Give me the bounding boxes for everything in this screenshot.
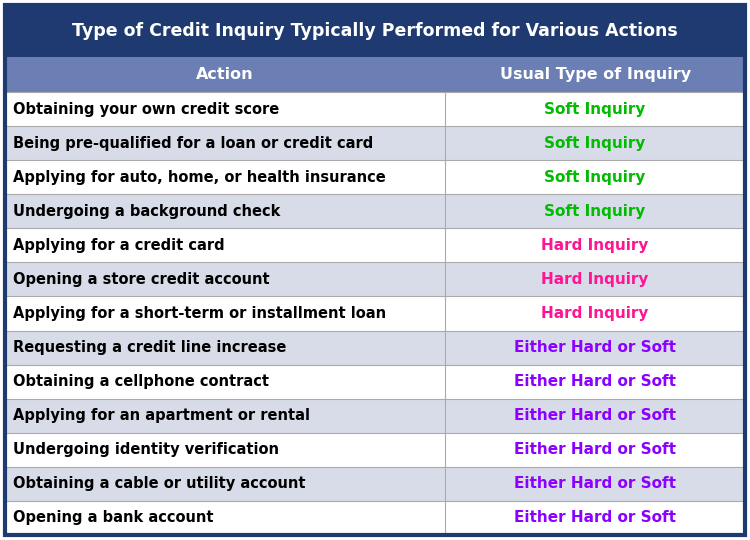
Text: Undergoing identity verification: Undergoing identity verification: [13, 442, 279, 457]
Bar: [5, 501, 745, 535]
Text: Soft Inquiry: Soft Inquiry: [544, 136, 646, 151]
Text: Obtaining your own credit score: Obtaining your own credit score: [13, 102, 279, 117]
Text: Applying for a short-term or installment loan: Applying for a short-term or installment…: [13, 306, 386, 321]
Text: Hard Inquiry: Hard Inquiry: [542, 238, 649, 253]
Text: Obtaining a cellphone contract: Obtaining a cellphone contract: [13, 374, 269, 389]
Text: Applying for a credit card: Applying for a credit card: [13, 238, 225, 253]
Text: Either Hard or Soft: Either Hard or Soft: [514, 408, 676, 423]
Bar: [5, 262, 745, 296]
Bar: [5, 467, 745, 501]
Text: Requesting a credit line increase: Requesting a credit line increase: [13, 340, 286, 355]
Text: Hard Inquiry: Hard Inquiry: [542, 306, 649, 321]
Bar: [5, 433, 745, 467]
Text: Either Hard or Soft: Either Hard or Soft: [514, 340, 676, 355]
Text: Soft Inquiry: Soft Inquiry: [544, 170, 646, 185]
Text: Being pre-qualified for a loan or credit card: Being pre-qualified for a loan or credit…: [13, 136, 374, 151]
Text: Usual Type of Inquiry: Usual Type of Inquiry: [500, 67, 691, 82]
Text: Obtaining a cable or utility account: Obtaining a cable or utility account: [13, 476, 305, 491]
Text: Soft Inquiry: Soft Inquiry: [544, 204, 646, 219]
Text: Opening a bank account: Opening a bank account: [13, 510, 214, 525]
Text: Applying for auto, home, or health insurance: Applying for auto, home, or health insur…: [13, 170, 386, 185]
Bar: [5, 126, 745, 160]
Text: Hard Inquiry: Hard Inquiry: [542, 272, 649, 287]
Bar: [5, 228, 745, 262]
Bar: [5, 330, 745, 365]
Text: Soft Inquiry: Soft Inquiry: [544, 102, 646, 117]
Bar: [5, 364, 745, 399]
Text: Type of Credit Inquiry Typically Performed for Various Actions: Type of Credit Inquiry Typically Perform…: [72, 22, 678, 40]
Text: Either Hard or Soft: Either Hard or Soft: [514, 374, 676, 389]
Text: Action: Action: [196, 67, 254, 82]
Bar: [5, 194, 745, 228]
Bar: [5, 296, 745, 330]
Text: Either Hard or Soft: Either Hard or Soft: [514, 510, 676, 525]
Bar: [5, 160, 745, 194]
Bar: [5, 57, 745, 92]
Text: Undergoing a background check: Undergoing a background check: [13, 204, 280, 219]
Bar: [5, 399, 745, 433]
Text: Either Hard or Soft: Either Hard or Soft: [514, 442, 676, 457]
Text: Applying for an apartment or rental: Applying for an apartment or rental: [13, 408, 310, 423]
Text: Opening a store credit account: Opening a store credit account: [13, 272, 270, 287]
Bar: [5, 92, 745, 126]
Text: Either Hard or Soft: Either Hard or Soft: [514, 476, 676, 491]
Bar: [5, 5, 745, 57]
